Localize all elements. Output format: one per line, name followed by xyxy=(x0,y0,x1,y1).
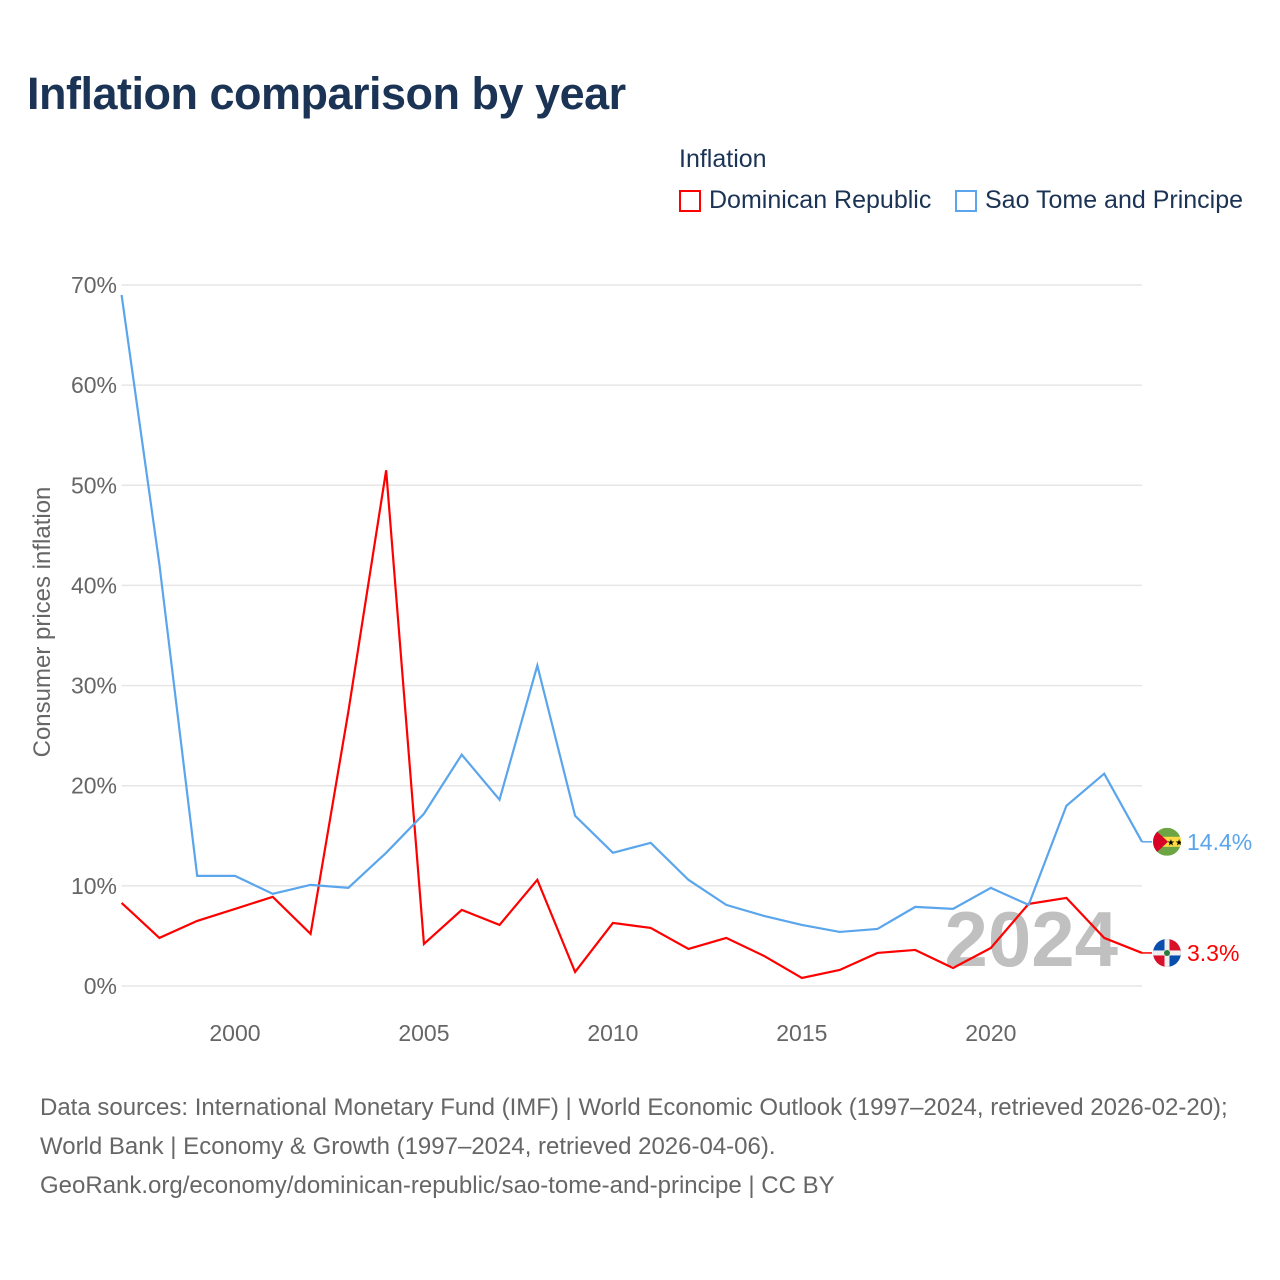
x-tick-label: 2005 xyxy=(398,1020,449,1046)
series-line-sao-tome-and-principe[interactable] xyxy=(120,294,1143,934)
legend-swatch xyxy=(955,189,977,212)
x-tick-label: 2010 xyxy=(587,1020,638,1046)
y-tick-label: 40% xyxy=(71,572,117,598)
sao-tome-flag-icon: ★★ xyxy=(1153,827,1183,856)
end-value-label: 3.3% xyxy=(1187,940,1239,966)
legend-label: Dominican Republic xyxy=(709,186,932,214)
legend-title: Inflation xyxy=(679,145,767,173)
chart-title: Inflation comparison by year xyxy=(27,68,626,119)
y-tick-label: 20% xyxy=(71,773,117,799)
x-tick-label: 2015 xyxy=(776,1020,827,1046)
footer: Data sources: International Monetary Fun… xyxy=(40,1088,1250,1205)
y-tick-label: 30% xyxy=(71,673,117,699)
year-watermark: 2024 xyxy=(944,895,1118,983)
y-tick-label: 60% xyxy=(71,372,117,398)
svg-text:★★: ★★ xyxy=(1167,837,1183,847)
y-tick-label: 10% xyxy=(71,873,117,899)
end-value-label: 14.4% xyxy=(1187,829,1252,855)
y-tick-label: 50% xyxy=(71,472,117,498)
legend-item-dominican-republic[interactable]: Dominican Republic xyxy=(679,186,931,215)
legend-label: Sao Tome and Principe xyxy=(985,186,1244,214)
y-tick-label: 0% xyxy=(84,973,117,999)
dominican-republic-flag-icon xyxy=(1153,938,1181,967)
credit-link[interactable]: GeoRank.org/economy/dominican-republic/s… xyxy=(40,1172,835,1199)
series-line-dominican-republic[interactable] xyxy=(120,470,1143,980)
x-tick-label: 2020 xyxy=(965,1020,1016,1046)
legend-swatch xyxy=(679,189,701,212)
legend-item-sao-tome-and-principe[interactable]: Sao Tome and Principe xyxy=(955,186,1243,215)
y-tick-label: 70% xyxy=(71,272,117,298)
x-tick-label: 2000 xyxy=(209,1020,260,1046)
y-axis-title: Consumer prices inflation xyxy=(29,487,56,758)
data-sources: Data sources: International Monetary Fun… xyxy=(40,1094,1228,1160)
